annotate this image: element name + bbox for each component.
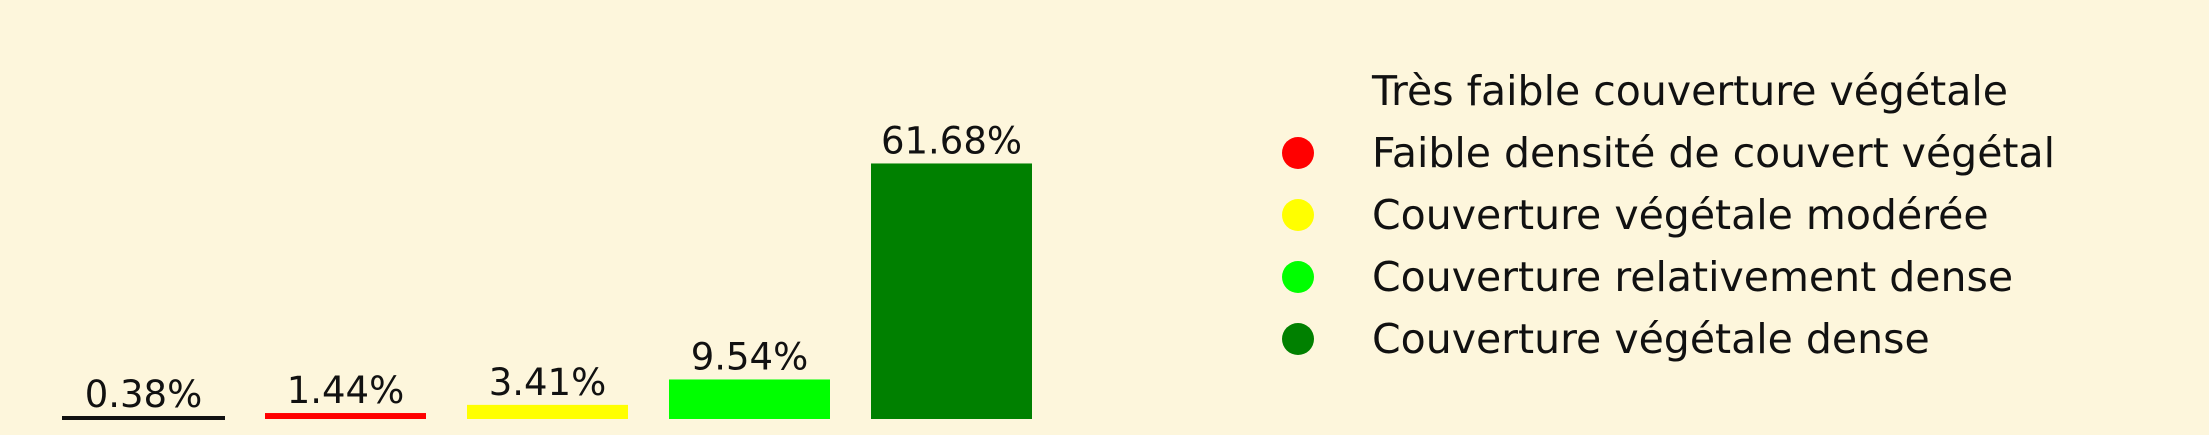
legend: Très faible couverture végétale Faible de… (1282, 67, 2055, 363)
data-label-5: 61.68% (881, 119, 1022, 162)
legend-label-1: Très faible couverture végétale (1371, 67, 2008, 115)
legend-marker-4 (1282, 261, 1314, 293)
legend-label-4: Couverture relativement dense (1372, 253, 2013, 301)
data-label-2: 1.44% (287, 369, 405, 412)
bar-2 (265, 413, 426, 419)
bars-group (62, 163, 1032, 420)
legend-label-5: Couverture végétale dense (1372, 315, 1930, 363)
bar-4 (669, 379, 830, 419)
data-labels-group: 0.38% 1.44% 3.41% 9.54% 61.68% (85, 119, 1022, 416)
legend-marker-3 (1282, 199, 1314, 231)
data-label-4: 9.54% (691, 335, 809, 378)
bar-5 (871, 163, 1032, 419)
legend-marker-2 (1282, 137, 1314, 169)
data-label-1: 0.38% (85, 373, 203, 416)
legend-marker-1 (1282, 75, 1314, 107)
legend-marker-5 (1282, 323, 1314, 355)
bar-3 (467, 404, 628, 419)
legend-label-2: Faible densité de couvert végétal (1372, 129, 2055, 177)
bar-1 (62, 416, 225, 420)
data-label-3: 3.41% (489, 361, 607, 404)
legend-label-3: Couverture végétale modérée (1372, 191, 1989, 239)
